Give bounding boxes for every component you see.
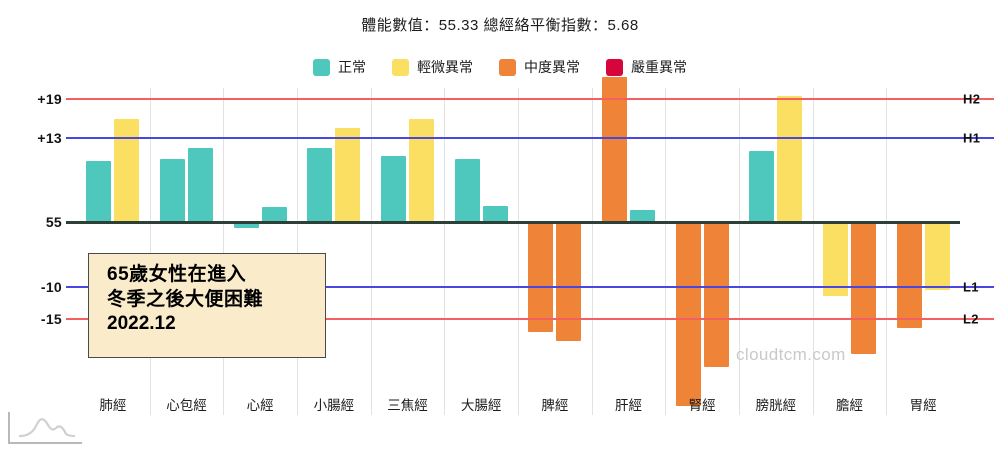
reference-label-h1: H1 (963, 130, 981, 146)
legend-swatch-icon (499, 58, 516, 76)
x-axis-category-label: 小腸經 (313, 398, 355, 413)
chart-bar (528, 222, 554, 332)
chart-bar (233, 222, 259, 229)
reference-line-l1 (76, 285, 960, 288)
annotation-callout: 65歲女性在進入 冬季之後大便困難 2022.12 (88, 253, 326, 358)
legend-item: 輕微異常 (392, 57, 473, 77)
reference-label-h2: H2 (963, 91, 981, 107)
chart-bar (749, 151, 775, 222)
page-title: 體能數值：55.33 總經絡平衡指數：5.68 (361, 17, 639, 34)
y-axis-tick-stub (66, 98, 80, 101)
reference-line-h1 (76, 137, 960, 140)
chart-bar (630, 210, 655, 222)
chart-bar (924, 222, 950, 290)
legend-label: 嚴重異常 (631, 59, 687, 75)
reference-label-l1: L1 (963, 279, 979, 294)
chart-bar (409, 118, 434, 222)
chart-bar (307, 147, 333, 222)
chart-bar (896, 222, 922, 329)
y-axis-tick-stub (66, 285, 80, 288)
chart-bar (482, 205, 508, 222)
y-axis-tick-label: -15 (40, 310, 62, 327)
reference-line-h2 (76, 98, 960, 101)
y-axis-tick-label: +19 (37, 91, 62, 108)
chart-bar (777, 96, 803, 222)
chart-bar (261, 207, 287, 222)
chart-bar (114, 118, 140, 222)
chart-bar (335, 128, 361, 222)
grid-line-vertical (739, 88, 740, 415)
reference-line-extension (960, 137, 994, 140)
baseline (76, 221, 960, 224)
x-axis-category-label: 胃經 (909, 398, 937, 413)
chart-legend: 正常 輕微異常 中度異常 嚴重異常 (0, 57, 1000, 77)
legend-item: 嚴重異常 (606, 57, 687, 77)
grid-line-vertical (518, 88, 519, 415)
chart-bar (703, 222, 729, 368)
x-axis-category-label: 腎經 (688, 398, 716, 413)
legend-label: 中度異常 (524, 59, 580, 75)
x-axis-category-label: 三焦經 (387, 398, 428, 413)
chart-bar (556, 222, 582, 342)
reference-line-extension (960, 98, 994, 101)
legend-item: 正常 (313, 57, 366, 77)
grid-line-vertical (297, 88, 298, 415)
annotation-line-3: 2022.12 (107, 313, 176, 335)
x-axis-category-label: 心包經 (166, 398, 207, 413)
chart-plot-area (76, 76, 960, 415)
legend-swatch-icon (392, 58, 409, 76)
y-axis-tick-stub (66, 137, 80, 140)
reference-line-extension (960, 317, 994, 320)
annotation-line-1: 65歲女性在進入 (107, 264, 247, 285)
chart-bar (823, 222, 848, 297)
chart-bar (851, 222, 876, 355)
chart-bar (160, 158, 185, 222)
x-axis-category-label: 心經 (246, 398, 274, 413)
y-axis-tick-label: +13 (37, 130, 62, 147)
grid-line-vertical (665, 88, 667, 415)
legend-label: 正常 (338, 59, 366, 75)
y-axis-tick-label: -10 (40, 278, 62, 295)
grid-line-vertical (223, 88, 225, 415)
x-axis-category-label: 大腸經 (460, 398, 502, 413)
chart-bar (602, 76, 627, 222)
grid-line-vertical (149, 88, 151, 415)
x-axis-category-label: 膽經 (836, 398, 863, 413)
legend-swatch-icon (606, 58, 623, 76)
legend-label: 輕微異常 (417, 59, 473, 75)
grid-line-vertical (812, 88, 814, 415)
y-axis-tick-label: 55 (45, 214, 62, 230)
reference-line-extension (960, 285, 994, 288)
chart-bar (454, 158, 480, 222)
grid-line-vertical (591, 88, 593, 415)
x-axis-category-label: 脾經 (541, 398, 569, 413)
grid-line-vertical (444, 88, 446, 415)
x-axis-category-label: 肺經 (99, 398, 127, 413)
x-axis-category-label: 肝經 (615, 398, 642, 413)
grid-line-vertical (886, 88, 888, 415)
annotation-line-2: 冬季之後大便困難 (107, 288, 264, 310)
legend-item: 中度異常 (499, 57, 580, 77)
x-axis-category-label: 膀胱經 (755, 398, 797, 413)
chart-bar (381, 155, 406, 222)
y-axis-tick-stub (66, 317, 80, 320)
chart-bar (86, 160, 112, 222)
reference-line-l2 (76, 317, 960, 320)
y-axis-tick-stub (66, 221, 80, 224)
legend-swatch-icon (313, 58, 330, 76)
grid-line-vertical (370, 88, 372, 415)
chart-bar (675, 222, 701, 406)
reference-label-l2: L2 (963, 311, 979, 327)
chart-bar (188, 147, 213, 222)
brand-logo-icon (8, 412, 82, 444)
